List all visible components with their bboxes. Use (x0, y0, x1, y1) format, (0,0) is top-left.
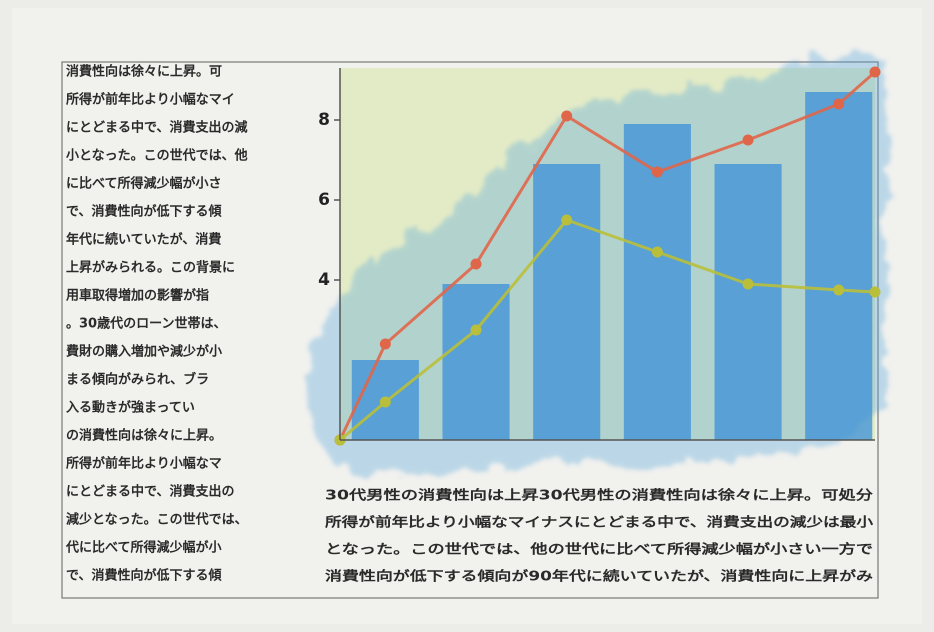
point (470, 258, 482, 270)
point (869, 66, 881, 78)
point (869, 286, 881, 298)
text-line: となった。この世代では、他の世代に比べて所得減少幅が小さい一方で (325, 542, 873, 558)
chart: 4 6 8 (318, 66, 881, 446)
point (379, 338, 391, 350)
y-tick-label: 8 (318, 110, 330, 130)
line (339, 218, 876, 442)
bar (533, 164, 601, 440)
text-line: 消費性向は徐々に上昇。可 (66, 64, 222, 80)
point (833, 98, 845, 110)
text-line: 年代に続いていたが、消費 (66, 232, 221, 248)
text-line: 30代男性の消費性向は上昇30代男性の消費性向は徐々に上昇。可処分 (325, 488, 873, 504)
point (742, 134, 754, 146)
text-line: 入る動きが強まってい (66, 400, 195, 416)
point (561, 214, 573, 226)
point (742, 278, 754, 290)
text-line: 消費性向が低下する傾向が90年代に続いていたが、消費性向に上昇がみ (325, 569, 873, 585)
text-line: 費財の購入増加や減少が小 (66, 344, 222, 360)
point (379, 396, 391, 408)
text-line: 所得が前年比より小幅なマイナスにとどまる中で、消費支出の減少は最小 (325, 515, 873, 531)
y-tick-label: 6 (318, 190, 330, 210)
text-line: の消費性向は徐々に上昇。 (66, 428, 222, 444)
text-line: で、消費性向が低下する傾 (66, 568, 222, 584)
text-line: で、消費性向が低下する傾 (66, 204, 222, 220)
text-line: 用車取得増加の影響が指 (65, 288, 209, 304)
y-tick-label: 4 (318, 270, 330, 290)
text-line: 所得が前年比より小幅なマイ (66, 92, 235, 108)
bottom-text: 30代男性の消費性向は上昇30代男性の消費性向は徐々に上昇。可処分所得が前年比よ… (325, 488, 873, 585)
text-line: 上昇がみられる。この背景に (66, 260, 235, 276)
bar (805, 92, 873, 440)
text-line: にとどまる中で、消費支出の減 (66, 120, 247, 136)
point (833, 284, 845, 296)
bar (714, 164, 782, 440)
point (561, 110, 573, 122)
bar (442, 284, 510, 440)
line (338, 70, 876, 441)
text-line: まる傾向がみられ、ブラ (66, 372, 209, 388)
point (651, 166, 663, 178)
text-line: 小となった。この世代では、他 (66, 148, 248, 164)
left-column: 消費性向は徐々に上昇。可所得が前年比より小幅なマイにとどまる中で、消費支出の減小… (65, 64, 248, 584)
text-line: 減少となった。この世代では、 (66, 512, 248, 528)
text-line: にとどまる中で、消費支出の (66, 484, 234, 500)
text-line: 代に比べて所得減少幅が小 (65, 540, 221, 556)
point (651, 246, 663, 258)
text-line: に比べて所得減少幅が小さ (66, 176, 221, 192)
text-line: 所得が前年比より小幅なマ (66, 456, 222, 472)
point (470, 324, 482, 336)
text-line: 。30歳代のローン世帯は、 (66, 316, 226, 332)
